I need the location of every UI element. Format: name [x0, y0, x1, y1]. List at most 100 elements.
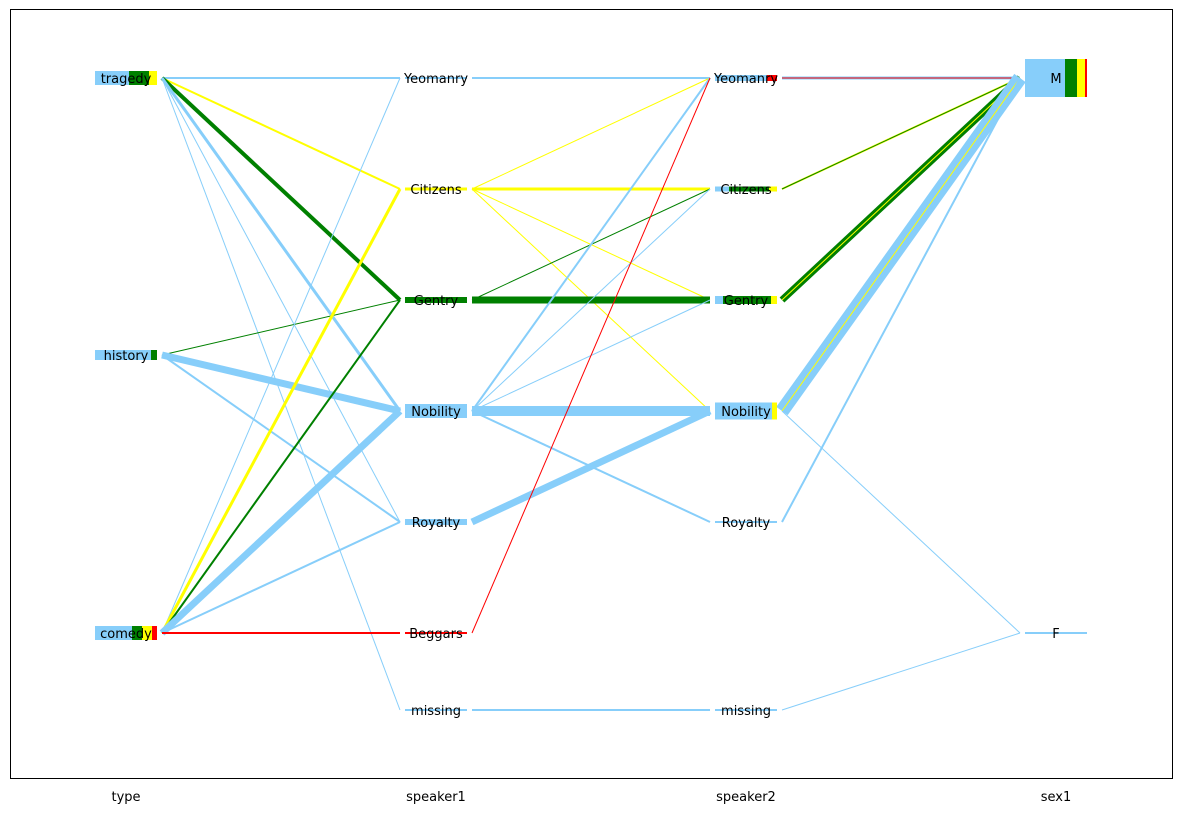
axes-group: type speaker1 speaker2 sex1: [111, 790, 1071, 805]
node-label-speaker2-royalty: Royalty: [722, 516, 771, 531]
node-segment-speaker2-gentry-citizens: [771, 296, 777, 304]
flow-type-history-to-gentry: [161, 299, 401, 356]
node-speaker2-nobility: [715, 402, 777, 420]
node-segment-speaker2-yeomanry-beggars: [767, 75, 777, 81]
node-speaker1-citizens: [405, 187, 467, 191]
node-segment-speaker2-citizens-gentry: [729, 186, 769, 192]
node-speaker1-royalty: [405, 519, 467, 525]
flow-speaker1-citizens-to-yeomanry: [471, 77, 711, 190]
node-segment-speaker1-missing-nobility: [405, 709, 467, 711]
node-label-speaker1-beggars: Beggars: [409, 627, 463, 642]
flow-speaker2-citizens-to-m: [781, 77, 1021, 190]
flow-speaker1-beggars-to-yeomanry: [471, 77, 711, 634]
node-label-speaker2-nobility: Nobility: [721, 405, 771, 420]
node-segment-sex1-m-beggars: [1085, 59, 1087, 97]
node-segment-type-tragedy-gentry: [129, 71, 149, 85]
flow-speaker2-gentry-to-m: [781, 77, 1021, 301]
flow-type-history-to-nobility: [161, 351, 401, 415]
node-segment-sex1-m-gentry: [1065, 59, 1077, 97]
flow-speaker1-nobility-to-yeomanry: [471, 77, 711, 412]
node-segment-type-history-gentry: [151, 350, 157, 360]
flow-speaker2-royalty-to-m: [781, 77, 1021, 523]
flows-group: [159, 73, 1026, 711]
node-label-speaker1-missing: missing: [411, 704, 461, 719]
flow-speaker2-nobility-to-f: [781, 410, 1021, 634]
node-speaker1-beggars: [405, 632, 467, 634]
flow-type-comedy-to-nobility: [159, 408, 403, 636]
flow-type-comedy-to-royalty: [161, 521, 401, 634]
flow-speaker2-nobility-to-m: [781, 77, 1021, 412]
node-segment-speaker2-royalty-nobility: [715, 521, 777, 523]
node-segment-speaker2-yeomanry-nobility: [715, 75, 767, 81]
node-segment-type-tragedy-citizens: [149, 71, 157, 85]
flow-speaker1-nobility-to-citizens: [471, 188, 711, 412]
node-segment-speaker1-royalty-nobility: [405, 519, 467, 525]
node-segment-speaker1-beggars-beggars: [405, 632, 467, 634]
flow-type-comedy-to-gentry: [161, 299, 401, 634]
labels-group: tragedy history comedy Yeomanry Citizens Gent…: [100, 72, 1061, 719]
node-segment-type-comedy-nobility: [95, 626, 132, 640]
nodes-group: [95, 59, 1087, 711]
node-segment-speaker2-nobility-citizens: [772, 402, 777, 420]
node-segment-speaker2-citizens-citizens: [769, 186, 777, 192]
node-label-speaker2-missing: missing: [721, 704, 771, 719]
node-type-comedy: [95, 626, 157, 640]
node-segment-speaker2-gentry-nobility: [715, 296, 723, 304]
node-segment-speaker1-nobility-nobility: [405, 404, 467, 418]
flow-type-tragedy-to-gentry: [160, 76, 402, 302]
node-label-speaker2-citizens: Citizens: [720, 183, 771, 198]
node-speaker2-yeomanry: [715, 75, 777, 81]
node-segment-speaker2-missing-nobility: [715, 709, 777, 711]
node-speaker2-citizens: [715, 186, 777, 192]
node-label-speaker2-gentry: Gentry: [724, 294, 769, 309]
node-segment-sex1-f-nobility: [1025, 632, 1087, 634]
node-segment-sex1-m-citizens: [1077, 59, 1085, 97]
node-label-type-tragedy: tragedy: [101, 72, 152, 87]
node-segment-type-history-nobility: [95, 350, 151, 360]
node-segment-speaker2-citizens-nobility: [715, 186, 729, 192]
node-speaker1-gentry: [405, 297, 467, 303]
axis-label-speaker2: speaker2: [716, 790, 776, 805]
node-segment-speaker2-gentry-gentry: [723, 296, 771, 304]
node-segment-type-tragedy-nobility: [95, 71, 129, 85]
axis-label-speaker1: speaker1: [406, 790, 466, 805]
node-segment-type-comedy-beggars: [152, 626, 157, 640]
node-speaker2-gentry: [715, 296, 777, 304]
node-speaker2-missing: [715, 709, 777, 711]
node-label-speaker1-nobility: Nobility: [411, 405, 461, 420]
node-label-type-history: history: [104, 349, 149, 364]
node-label-sex1-f: F: [1052, 627, 1059, 642]
node-segment-speaker2-nobility-nobility: [715, 402, 772, 420]
node-sex1-f: [1025, 632, 1087, 634]
flow-type-tragedy-to-missing: [161, 77, 401, 711]
node-speaker1-nobility: [405, 404, 467, 418]
node-speaker2-royalty: [715, 521, 777, 523]
node-label-speaker1-gentry: Gentry: [414, 294, 459, 309]
flow-speaker1-royalty-to-nobility: [470, 407, 712, 526]
node-label-speaker1-royalty: Royalty: [412, 516, 461, 531]
node-type-tragedy: [95, 71, 157, 85]
node-label-speaker1-citizens: Citizens: [410, 183, 461, 198]
flow-type-tragedy-to-royalty: [161, 77, 401, 523]
node-label-speaker1-yeomanry: Yeomanry: [403, 72, 468, 87]
axis-label-sex1: sex1: [1041, 790, 1072, 805]
node-segment-type-comedy-gentry: [132, 626, 142, 640]
node-segment-sex1-m-nobility: [1025, 59, 1065, 97]
node-segment-speaker1-yeomanry-nobility: [405, 77, 467, 79]
flow-speaker2-missing-to-f: [781, 632, 1021, 711]
node-sex1-m: [1025, 59, 1087, 97]
node-speaker1-missing: [405, 709, 467, 711]
node-speaker1-yeomanry: [405, 77, 467, 79]
plot-frame: [10, 9, 1173, 779]
node-label-sex1-m: M: [1050, 72, 1061, 87]
node-type-history: [95, 350, 157, 360]
node-segment-type-comedy-citizens: [142, 626, 152, 640]
node-segment-speaker1-citizens-citizens: [405, 187, 467, 191]
node-segment-speaker1-gentry-gentry: [405, 297, 467, 303]
flow-type-comedy-to-yeomanry: [161, 77, 401, 634]
axis-label-type: type: [111, 790, 140, 805]
node-label-speaker2-yeomanry: Yeomanry: [713, 72, 778, 87]
flow-type-comedy-to-citizens: [160, 188, 402, 634]
node-label-type-comedy: comedy: [100, 627, 152, 642]
